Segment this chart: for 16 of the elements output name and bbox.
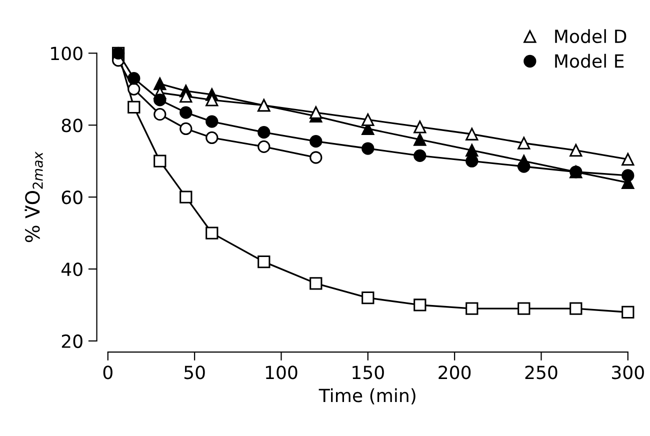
x-axis-title: Time (min) [318, 388, 416, 404]
legend-label: Model E [555, 54, 624, 68]
x-tick-label: 200 [438, 366, 471, 380]
y-tick-label: 100 [51, 46, 82, 60]
legend-label: Model D [555, 29, 626, 44]
x-tick-label: 50 [184, 366, 205, 380]
x-tick-label: 250 [525, 366, 558, 380]
x-tick-label: 0 [103, 366, 112, 380]
y-axis-title: % V̇O$_{2max}$ [24, 152, 43, 242]
x-tick-label: 300 [612, 366, 644, 380]
x-tick-label: 100 [266, 366, 298, 380]
y-tick-label: 40 [62, 262, 82, 276]
y-tick-label: 20 [62, 334, 82, 348]
y-tick-label: 80 [62, 118, 82, 132]
y-tick-label: 60 [62, 190, 82, 204]
x-tick-label: 150 [352, 366, 384, 380]
